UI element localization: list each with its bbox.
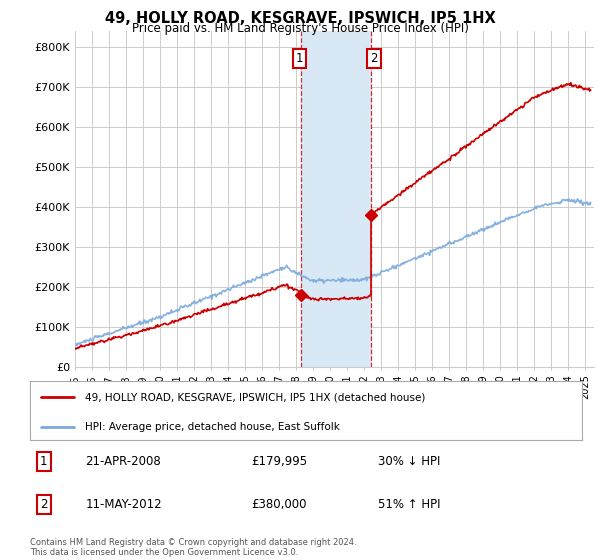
Text: 11-MAY-2012: 11-MAY-2012 bbox=[85, 498, 162, 511]
Text: 21-APR-2008: 21-APR-2008 bbox=[85, 455, 161, 468]
Text: 49, HOLLY ROAD, KESGRAVE, IPSWICH, IP5 1HX (detached house): 49, HOLLY ROAD, KESGRAVE, IPSWICH, IP5 1… bbox=[85, 392, 425, 402]
Text: 1: 1 bbox=[40, 455, 47, 468]
Text: Price paid vs. HM Land Registry's House Price Index (HPI): Price paid vs. HM Land Registry's House … bbox=[131, 22, 469, 35]
Text: 2: 2 bbox=[370, 52, 378, 66]
Text: £179,995: £179,995 bbox=[251, 455, 307, 468]
Text: Contains HM Land Registry data © Crown copyright and database right 2024.
This d: Contains HM Land Registry data © Crown c… bbox=[30, 538, 356, 557]
Bar bbox=[301, 31, 371, 367]
Text: 30% ↓ HPI: 30% ↓ HPI bbox=[378, 455, 440, 468]
Text: £380,000: £380,000 bbox=[251, 498, 307, 511]
Text: 49, HOLLY ROAD, KESGRAVE, IPSWICH, IP5 1HX: 49, HOLLY ROAD, KESGRAVE, IPSWICH, IP5 1… bbox=[104, 11, 496, 26]
Text: HPI: Average price, detached house, East Suffolk: HPI: Average price, detached house, East… bbox=[85, 422, 340, 432]
Text: 51% ↑ HPI: 51% ↑ HPI bbox=[378, 498, 440, 511]
Text: 1: 1 bbox=[296, 52, 304, 66]
Text: 2: 2 bbox=[40, 498, 47, 511]
